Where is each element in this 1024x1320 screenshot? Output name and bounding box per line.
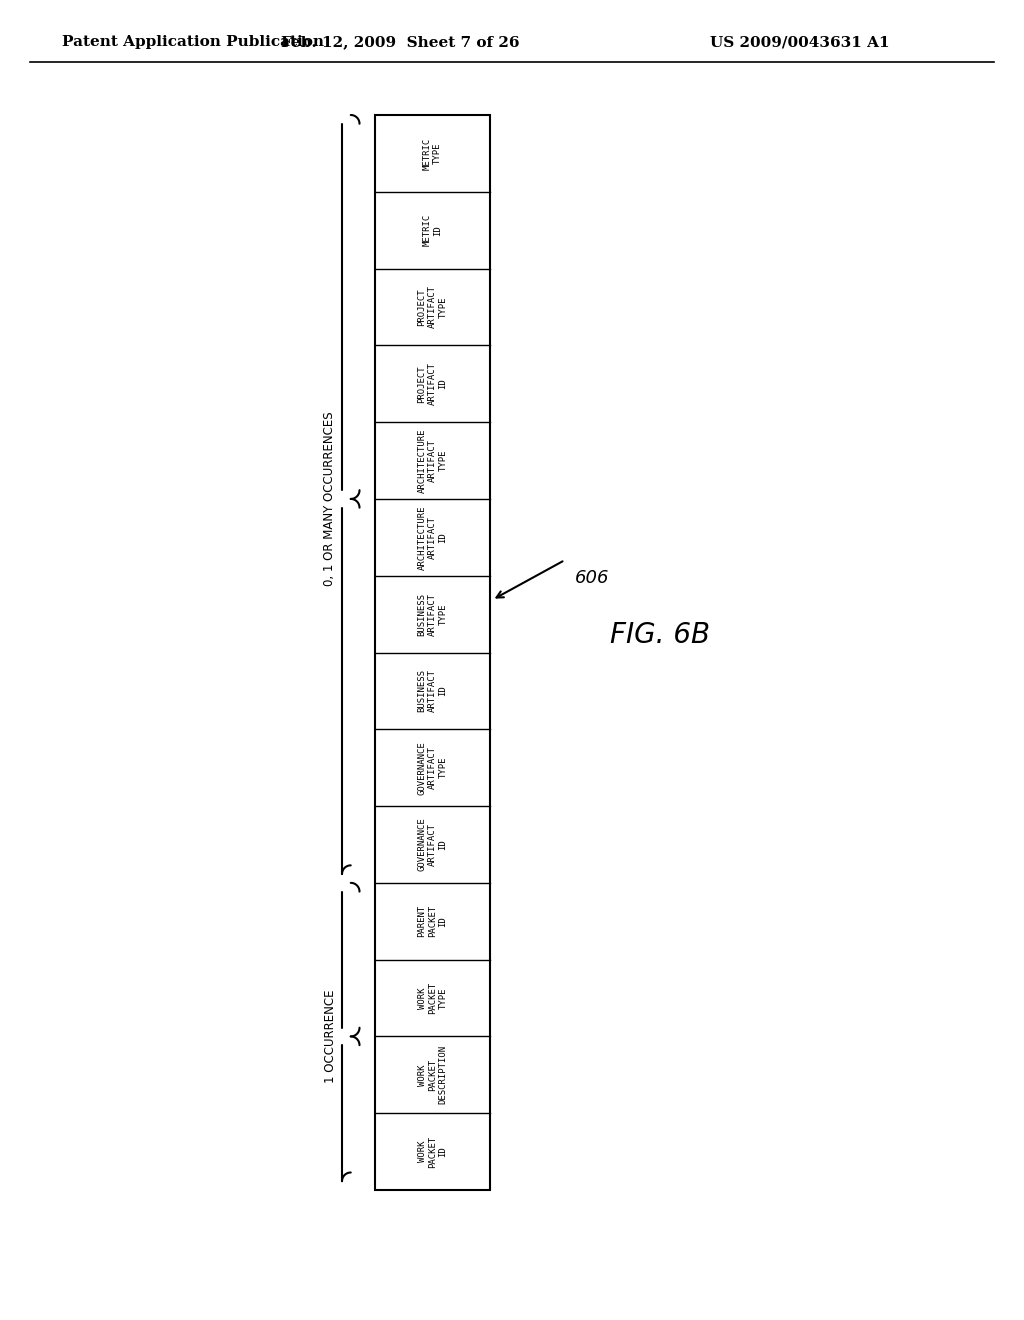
Text: PROJECT
ARTIFACT
TYPE: PROJECT ARTIFACT TYPE	[418, 285, 447, 329]
Text: 0, 1 OR MANY OCCURRENCES: 0, 1 OR MANY OCCURRENCES	[324, 412, 337, 586]
Text: 606: 606	[575, 569, 609, 587]
Text: ARCHITECTURE
ARTIFACT
ID: ARCHITECTURE ARTIFACT ID	[418, 506, 447, 569]
Text: PARENT
PACKET
ID: PARENT PACKET ID	[418, 906, 447, 937]
Text: Feb. 12, 2009  Sheet 7 of 26: Feb. 12, 2009 Sheet 7 of 26	[281, 36, 519, 49]
Text: BUSINESS
ARTIFACT
ID: BUSINESS ARTIFACT ID	[418, 669, 447, 713]
Text: WORK
PACKET
DESCRIPTION: WORK PACKET DESCRIPTION	[418, 1045, 447, 1105]
Text: METRIC
TYPE: METRIC TYPE	[423, 137, 442, 169]
Text: METRIC
ID: METRIC ID	[423, 214, 442, 247]
Text: GOVERNANCE
ARTIFACT
ID: GOVERNANCE ARTIFACT ID	[418, 817, 447, 871]
Text: Patent Application Publication: Patent Application Publication	[62, 36, 324, 49]
Text: BUSINESS
ARTIFACT
TYPE: BUSINESS ARTIFACT TYPE	[418, 593, 447, 636]
Text: GOVERNANCE
ARTIFACT
TYPE: GOVERNANCE ARTIFACT TYPE	[418, 741, 447, 795]
Text: WORK
PACKET
ID: WORK PACKET ID	[418, 1135, 447, 1168]
Bar	[375, 115, 490, 1191]
Text: 1 OCCURRENCE: 1 OCCURRENCE	[324, 990, 337, 1084]
Text: US 2009/0043631 A1: US 2009/0043631 A1	[711, 36, 890, 49]
Text: WORK
PACKET
TYPE: WORK PACKET TYPE	[418, 982, 447, 1014]
Text: PROJECT
ARTIFACT
ID: PROJECT ARTIFACT ID	[418, 362, 447, 405]
Text: ARCHITECTURE
ARTIFACT
TYPE: ARCHITECTURE ARTIFACT TYPE	[418, 428, 447, 492]
Text: FIG. 6B: FIG. 6B	[610, 620, 710, 649]
